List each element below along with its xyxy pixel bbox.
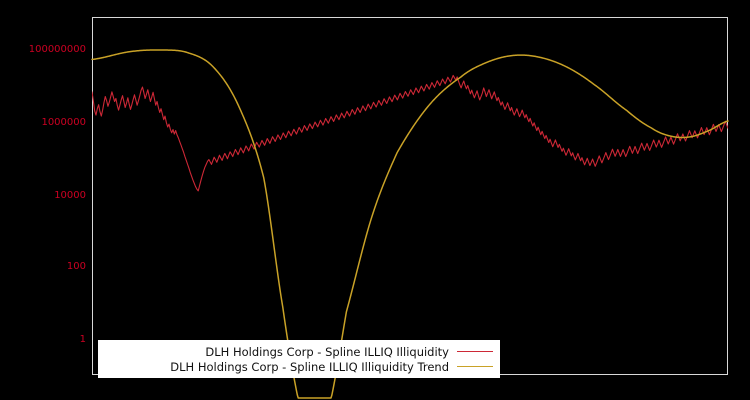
y-tick-label: 100 xyxy=(66,261,86,272)
legend-label-series: DLH Holdings Corp - Spline ILLIQ Illiqui… xyxy=(205,344,449,359)
legend-swatch-trend-icon xyxy=(457,366,493,367)
y-axis-tick-labels: 100000000 1000000 10000 100 1 xyxy=(0,0,86,400)
chart-legend: DLH Holdings Corp - Spline ILLIQ Illiqui… xyxy=(98,340,500,378)
y-tick-label: 1 xyxy=(79,334,86,345)
y-tick-label: 10000 xyxy=(54,190,86,201)
trend-line-illiquidity-trend xyxy=(91,49,729,399)
y-tick-label: 1000000 xyxy=(41,117,86,128)
y-tick-label: 100000000 xyxy=(28,44,86,55)
legend-label-trend: DLH Holdings Corp - Spline ILLIQ Illiqui… xyxy=(170,359,449,374)
legend-swatch-series-icon xyxy=(457,351,493,352)
legend-entry-trend: DLH Holdings Corp - Spline ILLIQ Illiqui… xyxy=(99,359,499,374)
series-line-illiquidity xyxy=(92,74,728,192)
legend-entry-series: DLH Holdings Corp - Spline ILLIQ Illiqui… xyxy=(99,344,499,359)
